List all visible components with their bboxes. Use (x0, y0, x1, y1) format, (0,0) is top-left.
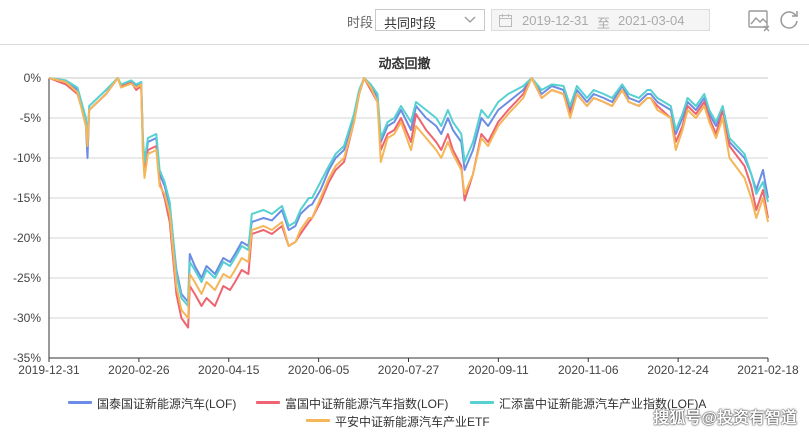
refresh-icon[interactable] (777, 8, 801, 32)
calendar-icon (499, 14, 512, 27)
chevron-down-icon (464, 16, 476, 23)
x-tick-label: 2020-09-11 (468, 363, 529, 377)
y-tick-label: -10% (13, 151, 41, 165)
x-tick-label: 2020-11-06 (558, 363, 619, 377)
series-line-2 (48, 77, 769, 329)
chart-title: 动态回撤 (378, 56, 431, 71)
legend-label: 国泰国证新能源汽车(LOF) (97, 397, 237, 411)
y-tick-label: -30% (13, 311, 41, 325)
y-tick-label: -15% (13, 191, 41, 205)
legend-swatch (470, 401, 494, 404)
toolbar-divider (0, 44, 809, 45)
period-select[interactable]: 共同时段 (375, 9, 485, 31)
series-line-4 (48, 77, 769, 319)
x-tick-label: 2019-12-31 (18, 363, 80, 377)
legend-label: 富国中证新能源汽车指数(LOF) (285, 397, 449, 411)
legend-swatch (256, 401, 280, 404)
period-label: 时段 (347, 15, 374, 30)
legend-swatch (306, 419, 330, 422)
y-tick-label: -35% (13, 351, 41, 365)
x-tick-label: 2020-02-26 (108, 363, 170, 377)
x-tick-label: 2020-07-27 (378, 363, 440, 377)
legend-label: 汇添富中证新能源汽车产业指数(LOF)A (499, 397, 707, 411)
y-tick-label: -5% (20, 111, 42, 125)
y-tick-label: -20% (13, 231, 41, 245)
y-tick-label: 0% (24, 71, 42, 85)
toolbar: 时段 共同时段 2019-12-31 至 2021-03-04 (0, 0, 809, 42)
date-start: 2019-12-31 (522, 13, 589, 28)
y-tick-label: -25% (13, 271, 41, 285)
legend-swatch (68, 401, 92, 404)
date-range-picker[interactable]: 2019-12-31 至 2021-03-04 (491, 9, 710, 31)
x-tick-label: 2021-02-18 (737, 363, 799, 377)
period-select-value: 共同时段 (384, 16, 437, 31)
x-tick-label: 2020-04-15 (198, 363, 260, 377)
date-end: 2021-03-04 (618, 13, 685, 28)
date-separator: 至 (597, 16, 611, 31)
x-tick-label: 2020-06-05 (288, 363, 350, 377)
watermark: 搜狐号@投资有智道 (653, 410, 797, 427)
save-image-icon[interactable] (747, 8, 771, 32)
legend-label: 平安中证新能源汽车产业ETF (335, 415, 490, 429)
x-tick-label: 2020-12-24 (647, 363, 709, 377)
